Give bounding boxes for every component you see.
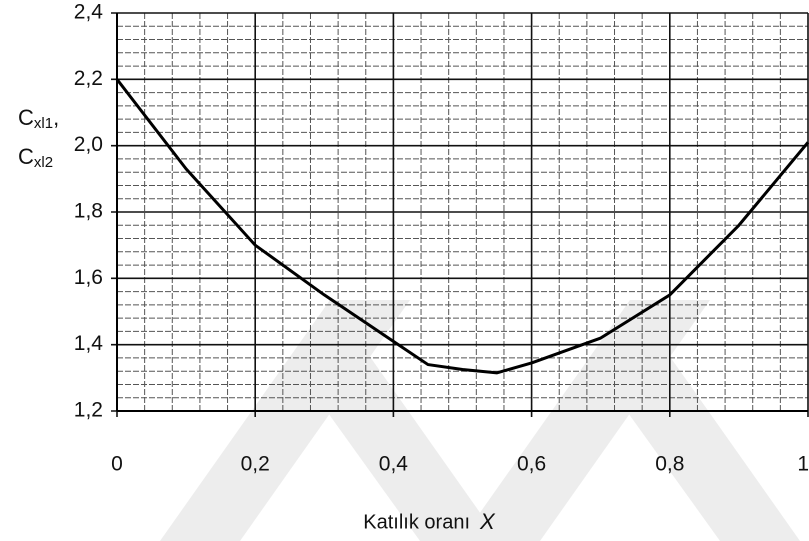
- x-axis-label: Katılık oranı: [363, 511, 470, 533]
- data-line: [115, 78, 809, 375]
- y-tick-label: 1,8: [74, 200, 103, 223]
- y-tick-label: 2,0: [74, 133, 103, 156]
- marks: [115, 78, 809, 375]
- y-tick-label: 2,2: [74, 67, 103, 90]
- x-axis-symbol: X: [479, 509, 496, 534]
- y-label-symbol: C: [18, 105, 34, 130]
- y-tick-label: 1,6: [74, 266, 103, 289]
- y-tick-label: 1,4: [74, 332, 104, 355]
- watermark: [160, 300, 800, 541]
- y-label-symbol: C: [18, 144, 34, 169]
- x-tick-label: 0,6: [517, 453, 546, 476]
- grid: [111, 12, 809, 417]
- y-axis-label: Cxl2: [18, 144, 53, 171]
- y-tick-label: 1,2: [74, 399, 103, 422]
- y-tick-label: 2,4: [74, 1, 104, 24]
- x-tick-label: 0,8: [655, 453, 684, 476]
- y-label-subscript: xl1: [34, 115, 53, 132]
- y-axis-label: Cxl1,: [18, 105, 59, 132]
- y-label-suffix: ,: [53, 105, 59, 130]
- x-tick-label: 0,4: [379, 453, 409, 476]
- x-tick-label: 0,2: [241, 453, 270, 476]
- x-tick-label: 1: [797, 453, 809, 476]
- x-tick-label: 0: [111, 453, 123, 476]
- y-label-subscript: xl2: [34, 154, 53, 171]
